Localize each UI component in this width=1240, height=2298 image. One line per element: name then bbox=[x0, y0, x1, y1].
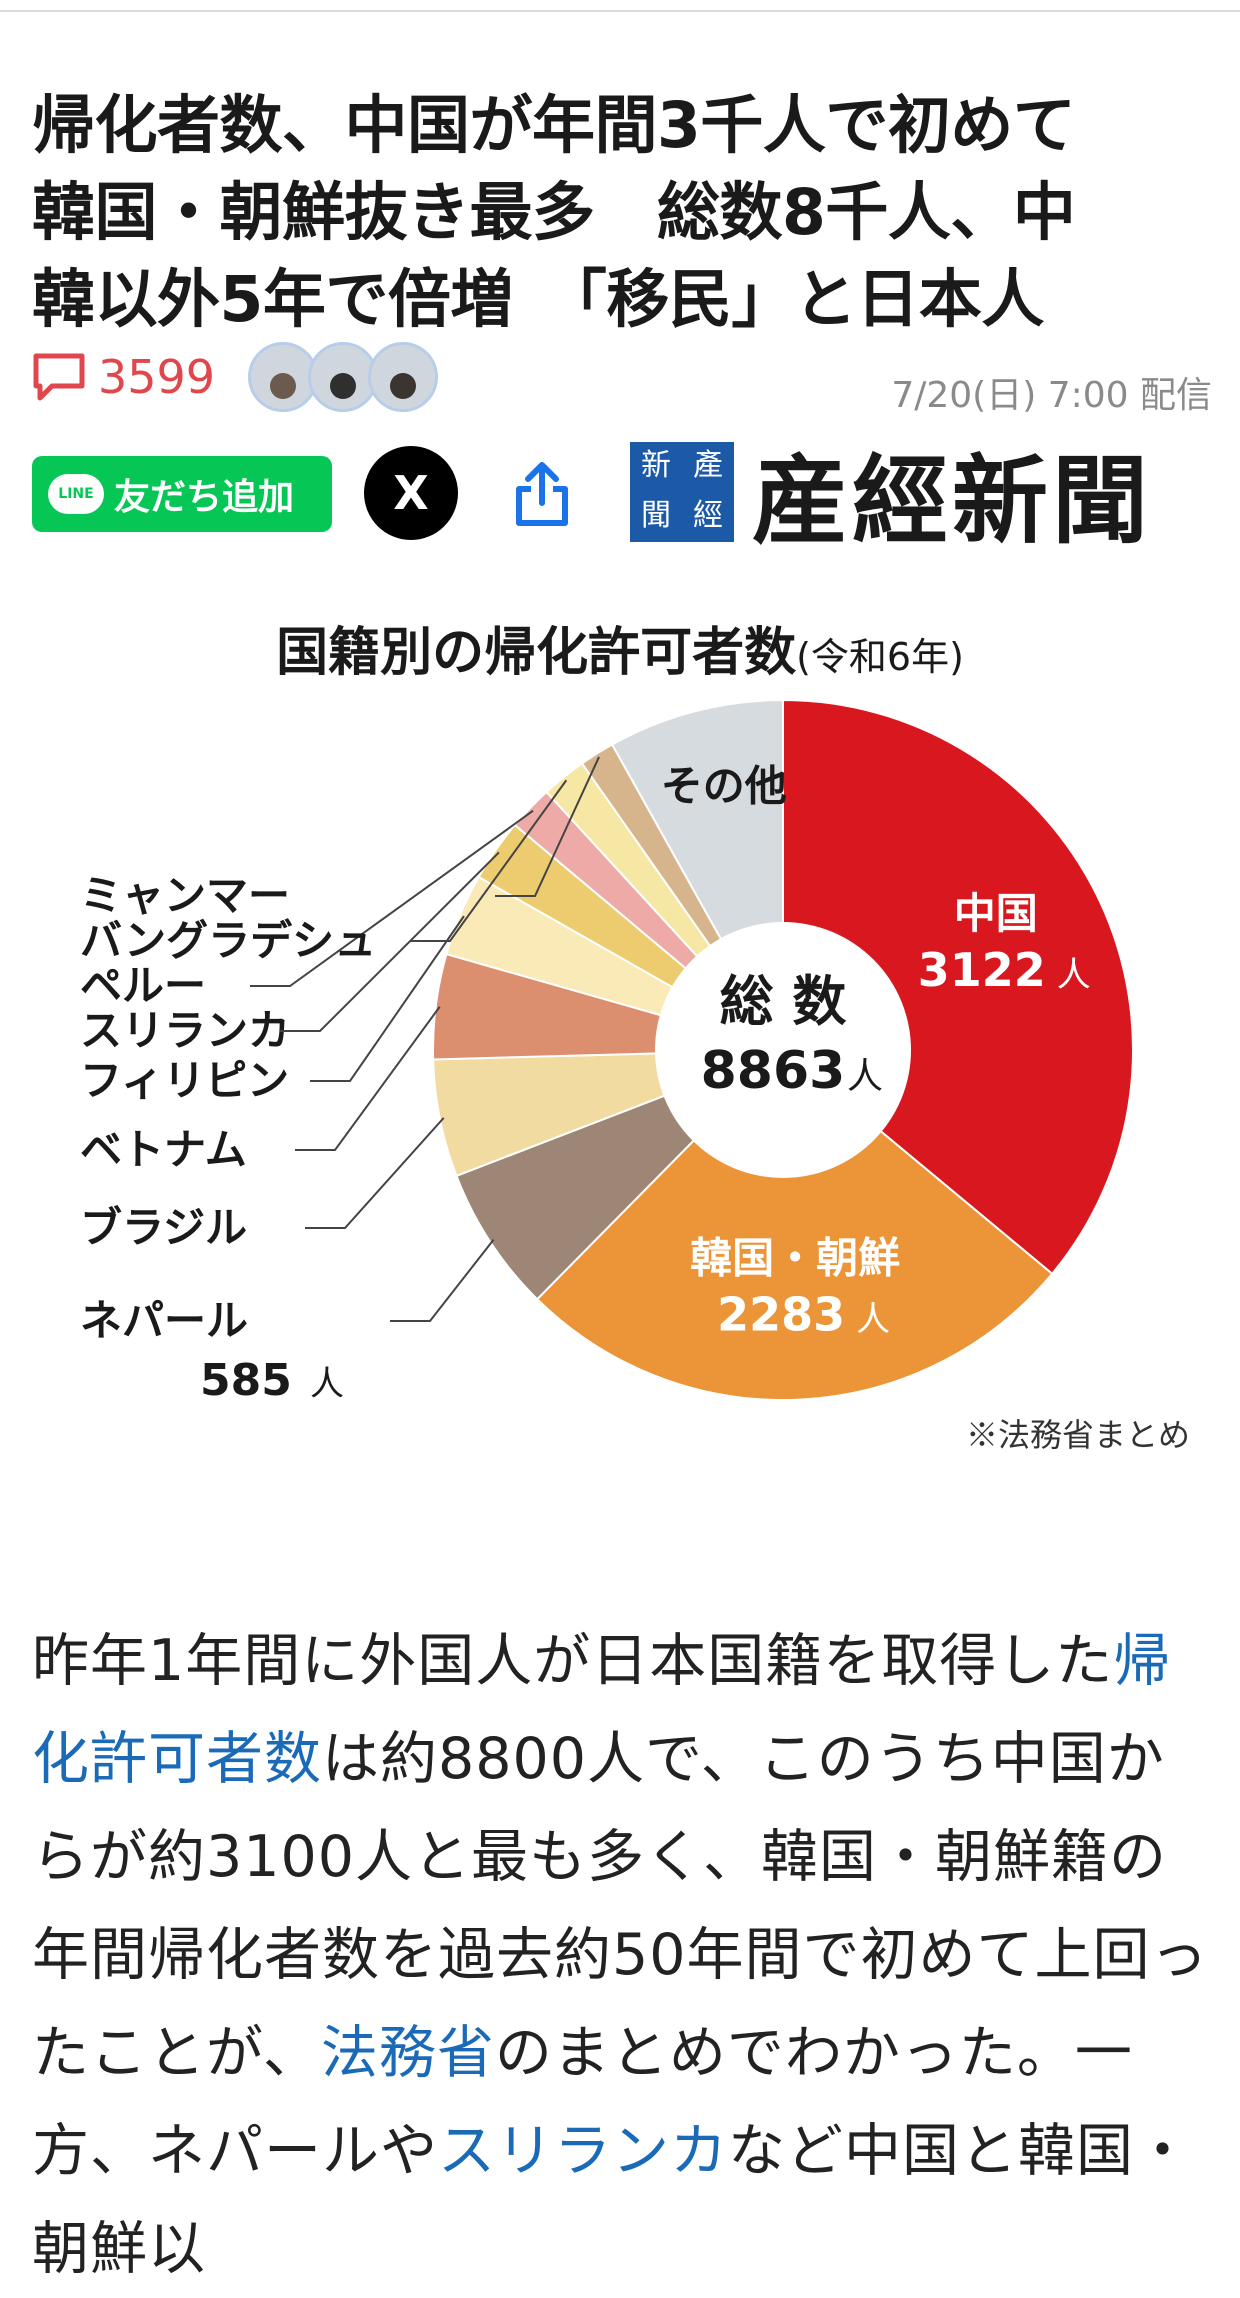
callout-label: スリランカ bbox=[80, 1006, 290, 1055]
callout-unit: 人 bbox=[310, 1364, 344, 1404]
article-meta: 3599 7/20(日) 7:00 配信 bbox=[32, 340, 1212, 420]
share-icon bbox=[516, 462, 568, 526]
callout-label: ペルー bbox=[80, 961, 206, 1010]
callout-label: ミャンマー bbox=[80, 871, 290, 920]
article-headline: 帰化者数、中国が年間3千人で初めて 韓国・朝鮮抜き最多 総数8千人、中 韓以外5… bbox=[32, 89, 1076, 337]
publish-date: 7/20(日) 7:00 配信 bbox=[891, 375, 1212, 416]
callout-line bbox=[305, 1117, 445, 1229]
avatar bbox=[368, 342, 438, 412]
callout-line bbox=[250, 809, 534, 987]
callout-label: ベトナム bbox=[80, 1125, 247, 1174]
slice-unit: 人 bbox=[856, 1300, 890, 1340]
center-unit: 人 bbox=[847, 1056, 883, 1097]
slice-label: 中国 bbox=[954, 889, 1038, 938]
callout-label: ネパール bbox=[80, 1296, 248, 1345]
avatar bbox=[308, 342, 378, 412]
slice-label: その他 bbox=[661, 762, 787, 811]
link-sri-lanka[interactable]: スリランカ bbox=[438, 2118, 728, 2184]
article-body: 昨年1年間に外国人が日本国籍を取得した帰化許可者数は約8800人で、このうち中国… bbox=[32, 1628, 1209, 2282]
callout-line bbox=[310, 915, 465, 1082]
pie-slice bbox=[535, 1048, 1054, 1401]
link-naturalization-count[interactable]: 帰化許可者数 bbox=[32, 1628, 1172, 1792]
comment-icon bbox=[33, 353, 85, 401]
chart-title: 国籍別の帰化許可者数(令和6年) bbox=[276, 623, 964, 683]
slice-unit: 人 bbox=[1057, 955, 1091, 995]
center-label: 総 数 bbox=[720, 970, 847, 1033]
line-button-label: 友だち追加 bbox=[114, 477, 295, 518]
line-logo-icon: LINE bbox=[48, 474, 104, 514]
chart-source: ※法務省まとめ bbox=[965, 1416, 1190, 1454]
callout-line bbox=[280, 851, 500, 1032]
top-border bbox=[0, 0, 1240, 12]
callout-value: 585 bbox=[200, 1355, 292, 1406]
callout-label: バングラデシュ bbox=[80, 916, 376, 965]
publisher-name: 産經新聞 bbox=[752, 443, 1152, 557]
callout-label: フィリピン bbox=[80, 1056, 289, 1105]
slice-value: 2283 bbox=[717, 1288, 845, 1342]
pie-center-hole bbox=[655, 922, 911, 1178]
share-row: LINE 友だち追加 X 新產 聞經 産經新聞 bbox=[32, 440, 1212, 557]
comment-count: 3599 bbox=[98, 350, 216, 404]
callout-line bbox=[390, 1239, 495, 1322]
center-total: 8863 bbox=[701, 1041, 846, 1101]
slice-value: 3122 bbox=[918, 943, 1046, 997]
publisher-logo[interactable]: 新產 聞經 産經新聞 bbox=[630, 440, 1152, 557]
x-share-button[interactable]: X bbox=[364, 446, 458, 540]
share-button[interactable] bbox=[502, 454, 582, 534]
naturalization-pie-chart: 国籍別の帰化許可者数(令和6年) 総 数 8863 人中国 3122 人韓国・朝鮮 228… bbox=[0, 590, 1240, 1470]
callout-line bbox=[295, 1006, 441, 1151]
x-logo-icon: X bbox=[393, 466, 429, 520]
commenter-avatars[interactable] bbox=[248, 342, 438, 412]
sankei-mark-icon: 新產 聞經 bbox=[630, 442, 734, 542]
link-ministry-of-justice[interactable]: 法務省 bbox=[320, 2020, 495, 2086]
line-add-friend-button[interactable]: LINE 友だち追加 bbox=[32, 456, 332, 532]
callout-label: ブラジル bbox=[80, 1203, 247, 1252]
callout-line bbox=[495, 756, 600, 897]
comment-button[interactable]: 3599 bbox=[32, 340, 215, 414]
pie-slice bbox=[782, 698, 1134, 1276]
slice-label: 韓国・朝鮮 bbox=[690, 1234, 900, 1283]
avatar bbox=[248, 342, 318, 412]
callout-line bbox=[410, 779, 568, 942]
